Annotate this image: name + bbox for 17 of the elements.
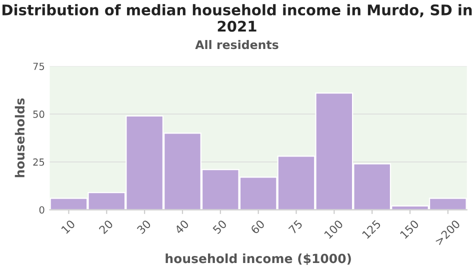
x-tick-label: 10: [60, 219, 76, 234]
y-tick-label: 75: [33, 62, 44, 70]
x-tick-label: 20: [98, 219, 114, 234]
x-tick-label: 30: [136, 219, 152, 234]
x-tick-label: 40: [174, 219, 190, 234]
y-tick-label: 50: [33, 110, 44, 118]
chart-subtitle: All residents: [195, 40, 278, 50]
x-tick-label: 100: [324, 219, 344, 240]
chart-title: Distribution of median household income in Murdo, SD in 2021: [2, 4, 472, 32]
x-tick-label: 60: [250, 219, 266, 234]
y-tick-label: 0: [39, 206, 44, 214]
x-tick-label: 50: [212, 219, 228, 234]
x-tick-label: 75: [288, 220, 303, 234]
y-tick-label: 25: [33, 158, 44, 166]
x-tick-label: 150: [400, 219, 420, 240]
y-axis-title: households: [14, 98, 25, 178]
x-axis-title: household income ($1000): [166, 254, 351, 265]
